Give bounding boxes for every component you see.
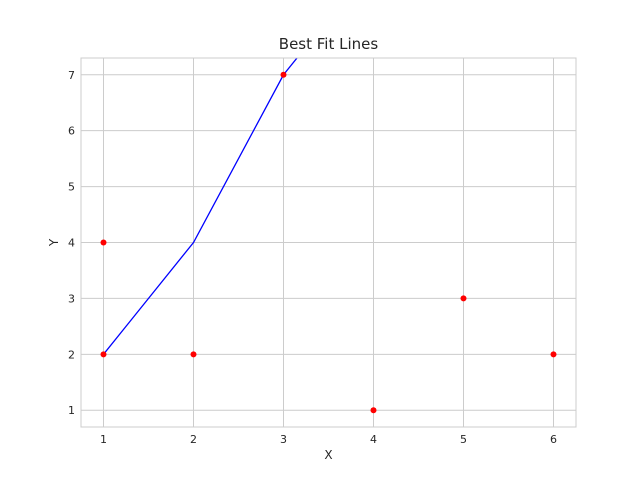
x-tick-label: 1 [100, 433, 107, 446]
y-tick-label: 3 [68, 292, 75, 305]
x-tick-label: 3 [280, 433, 287, 446]
y-tick-label: 5 [68, 181, 75, 194]
scatter-point [190, 351, 197, 358]
x-tick-label: 2 [190, 433, 197, 446]
y-tick-label: 1 [68, 404, 75, 417]
scatter-point [280, 71, 287, 78]
scatter-point [460, 295, 467, 302]
x-tick-label: 6 [550, 433, 557, 446]
x-tick-label: 4 [370, 433, 377, 446]
series-layer [100, 58, 557, 414]
scatter-point [100, 351, 107, 358]
y-axis-label: Y [47, 238, 61, 247]
scatter-point [370, 407, 377, 414]
grid [81, 58, 576, 427]
y-tick-label: 4 [68, 237, 75, 250]
tick-labels: 1 2 3 4 5 6 1 2 3 4 5 6 7 [68, 69, 557, 446]
y-tick-label: 6 [68, 125, 75, 138]
scatter-point [550, 351, 557, 358]
plot-frame [80, 57, 577, 428]
y-tick-label: 7 [68, 69, 75, 82]
x-axis-label: X [324, 448, 332, 462]
scatter-point [100, 239, 107, 246]
y-tick-label: 2 [68, 348, 75, 361]
chart-title: Best Fit Lines [279, 35, 379, 53]
best-fit-line [102, 58, 298, 355]
x-tick-label: 5 [460, 433, 467, 446]
